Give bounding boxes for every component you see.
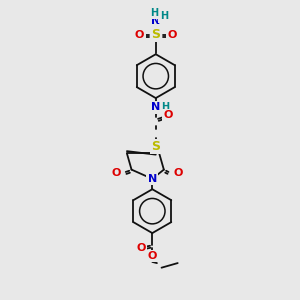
Text: O: O [148, 251, 157, 261]
Text: H: H [160, 11, 168, 21]
Text: N: N [148, 174, 157, 184]
Text: O: O [135, 30, 144, 40]
Text: S: S [151, 140, 160, 153]
Text: O: O [173, 168, 182, 178]
Text: H: H [161, 102, 169, 112]
Text: O: O [167, 30, 177, 40]
Text: O: O [164, 110, 173, 120]
Text: O: O [136, 243, 146, 253]
Text: N: N [151, 16, 160, 26]
Text: S: S [151, 28, 160, 41]
Text: O: O [112, 168, 121, 178]
Text: H: H [151, 8, 159, 18]
Text: N: N [151, 102, 160, 112]
